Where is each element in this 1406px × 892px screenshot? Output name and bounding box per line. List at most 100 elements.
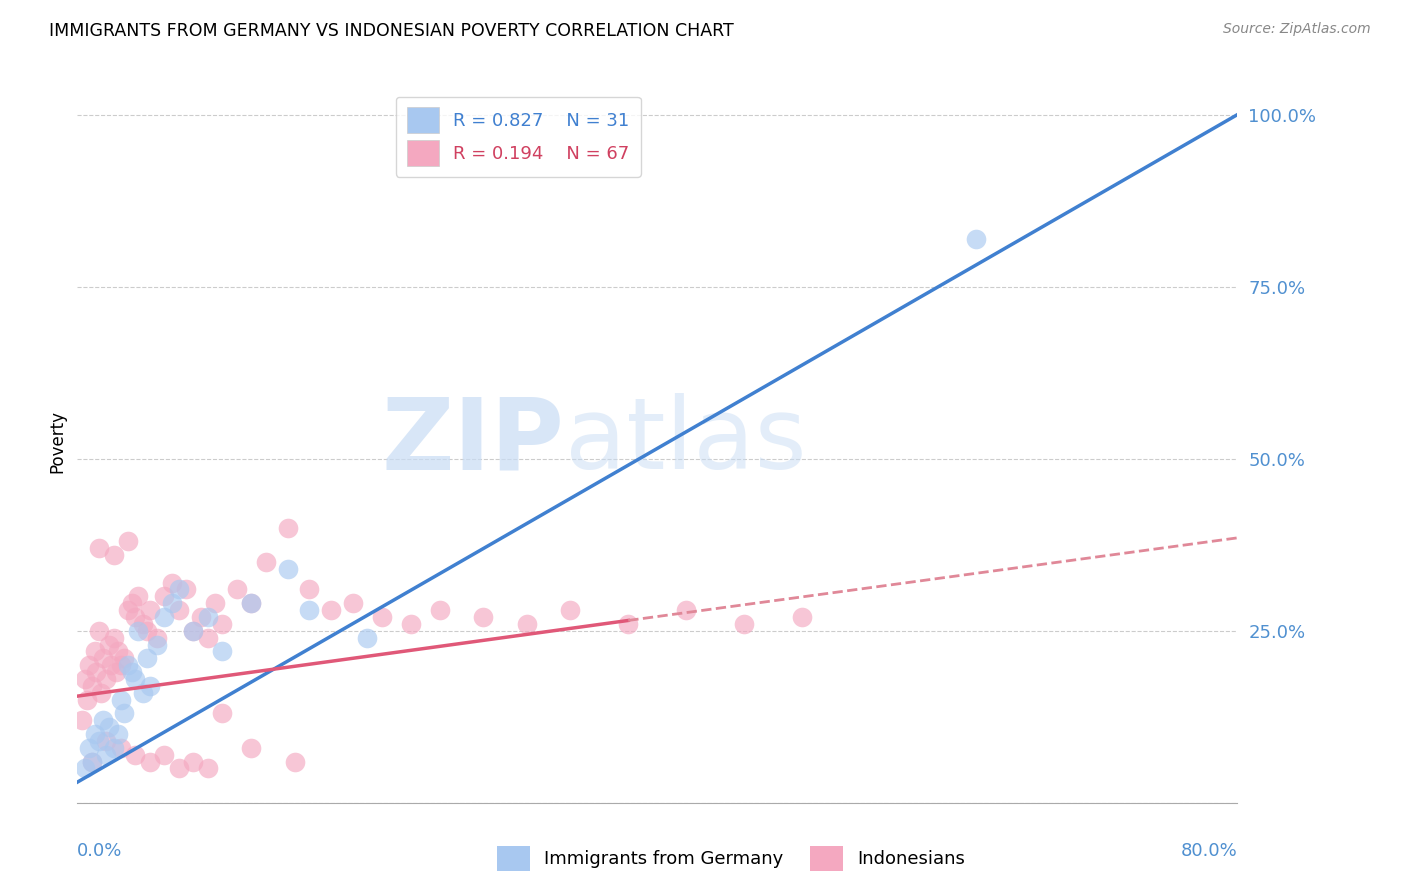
Point — [107, 727, 129, 741]
Point — [146, 631, 169, 645]
Text: 80.0%: 80.0% — [1181, 842, 1237, 860]
Point — [87, 734, 110, 748]
Text: 0.0%: 0.0% — [77, 842, 122, 860]
Point — [399, 616, 422, 631]
Point — [225, 582, 247, 597]
Point — [139, 755, 162, 769]
Legend: Immigrants from Germany, Indonesians: Immigrants from Germany, Indonesians — [489, 838, 973, 879]
Point — [371, 610, 394, 624]
Point — [84, 665, 107, 679]
Point — [77, 740, 100, 755]
Point — [792, 610, 814, 624]
Point — [96, 734, 118, 748]
Point — [124, 610, 146, 624]
Point — [211, 706, 233, 721]
Point — [284, 755, 307, 769]
Point — [197, 610, 219, 624]
Point — [124, 747, 146, 762]
Point — [110, 740, 132, 755]
Point — [197, 761, 219, 775]
Point — [110, 692, 132, 706]
Point — [298, 603, 321, 617]
Point — [76, 692, 98, 706]
Point — [277, 520, 299, 534]
Text: atlas: atlas — [565, 393, 806, 490]
Point — [83, 644, 105, 658]
Point — [107, 644, 129, 658]
Point — [136, 651, 159, 665]
Point — [98, 720, 121, 734]
Point — [153, 747, 176, 762]
Point — [127, 624, 149, 638]
Point — [356, 631, 378, 645]
Point — [183, 624, 205, 638]
Point — [73, 761, 96, 775]
Point — [103, 740, 125, 755]
Point — [472, 610, 495, 624]
Point — [98, 638, 121, 652]
Point — [131, 616, 153, 631]
Point — [112, 706, 135, 721]
Point — [93, 713, 115, 727]
Point — [80, 679, 103, 693]
Point — [211, 616, 233, 631]
Point — [516, 616, 538, 631]
Point — [254, 555, 277, 569]
Point — [121, 596, 143, 610]
Point — [73, 672, 96, 686]
Point — [121, 665, 143, 679]
Point — [298, 582, 321, 597]
Point — [87, 624, 110, 638]
Point — [183, 624, 205, 638]
Point — [100, 658, 122, 673]
Point — [965, 231, 987, 245]
Point — [160, 596, 183, 610]
Point — [319, 603, 342, 617]
Point — [103, 548, 125, 562]
Point — [240, 596, 263, 610]
Point — [560, 603, 582, 617]
Point — [211, 644, 233, 658]
Point — [139, 679, 162, 693]
Point — [240, 596, 263, 610]
Point — [96, 747, 118, 762]
Point — [153, 590, 176, 604]
Point — [77, 658, 100, 673]
Point — [153, 610, 176, 624]
Point — [277, 562, 299, 576]
Point — [675, 603, 697, 617]
Text: IMMIGRANTS FROM GERMANY VS INDONESIAN POVERTY CORRELATION CHART: IMMIGRANTS FROM GERMANY VS INDONESIAN PO… — [49, 22, 734, 40]
Point — [167, 582, 190, 597]
Point — [204, 596, 226, 610]
Point — [429, 603, 451, 617]
Point — [112, 651, 135, 665]
Legend: R = 0.827    N = 31, R = 0.194    N = 67: R = 0.827 N = 31, R = 0.194 N = 67 — [395, 96, 641, 177]
Point — [131, 686, 153, 700]
Point — [70, 713, 93, 727]
Point — [80, 755, 103, 769]
Point — [127, 590, 149, 604]
Point — [183, 755, 205, 769]
Point — [117, 658, 139, 673]
Point — [167, 761, 190, 775]
Point — [110, 658, 132, 673]
Point — [96, 672, 118, 686]
Point — [83, 727, 105, 741]
Point — [240, 740, 263, 755]
Y-axis label: Poverty: Poverty — [48, 410, 66, 473]
Point — [733, 616, 755, 631]
Point — [342, 596, 364, 610]
Point — [117, 603, 139, 617]
Point — [103, 631, 125, 645]
Text: Source: ZipAtlas.com: Source: ZipAtlas.com — [1223, 22, 1371, 37]
Point — [80, 755, 103, 769]
Text: ZIP: ZIP — [381, 393, 565, 490]
Point — [124, 672, 146, 686]
Point — [139, 603, 162, 617]
Point — [87, 541, 110, 556]
Point — [167, 603, 190, 617]
Point — [197, 631, 219, 645]
Point — [160, 575, 183, 590]
Point — [190, 610, 212, 624]
Point — [146, 638, 169, 652]
